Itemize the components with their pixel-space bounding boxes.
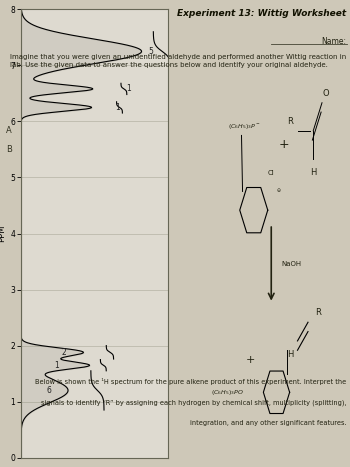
- Text: 1: 1: [126, 85, 131, 93]
- Text: $(C_6H_5)_3PO$: $(C_6H_5)_3PO$: [211, 388, 244, 397]
- Text: Name:: Name:: [322, 37, 346, 46]
- Text: 1: 1: [116, 103, 120, 112]
- Text: A: A: [6, 126, 12, 135]
- Text: +: +: [246, 354, 255, 365]
- Text: integration, and any other significant features.: integration, and any other significant f…: [190, 420, 346, 426]
- Text: O: O: [322, 89, 329, 98]
- Y-axis label: PPM: PPM: [0, 225, 6, 242]
- Text: $^\ominus$: $^\ominus$: [275, 189, 281, 194]
- Text: R: R: [316, 308, 321, 318]
- Text: NaOH: NaOH: [282, 261, 302, 267]
- Text: Cl: Cl: [268, 170, 275, 176]
- Text: 6: 6: [47, 386, 51, 395]
- Text: Experiment 13: Wittig Worksheet: Experiment 13: Wittig Worksheet: [177, 9, 346, 18]
- Text: Imagine that you were given an unidentified aldehyde and performed another Witti: Imagine that you were given an unidentif…: [10, 54, 346, 68]
- Text: +: +: [278, 138, 289, 151]
- Text: H: H: [287, 350, 294, 360]
- Text: 2: 2: [61, 348, 66, 357]
- Text: H: H: [310, 168, 316, 177]
- Text: 1: 1: [55, 361, 60, 370]
- Text: $(C_6H_5)_3P^-$: $(C_6H_5)_3P^-$: [229, 121, 261, 131]
- Text: signals to identify “R” by assigning each hydrogen by chemical shift, multiplici: signals to identify “R” by assigning eac…: [41, 399, 346, 406]
- Text: R: R: [288, 117, 293, 126]
- Text: B: B: [6, 145, 12, 154]
- Text: 5: 5: [148, 47, 153, 56]
- Text: Below is shown the ¹H spectrum for the pure alkene product of this experiment. I: Below is shown the ¹H spectrum for the p…: [35, 378, 346, 385]
